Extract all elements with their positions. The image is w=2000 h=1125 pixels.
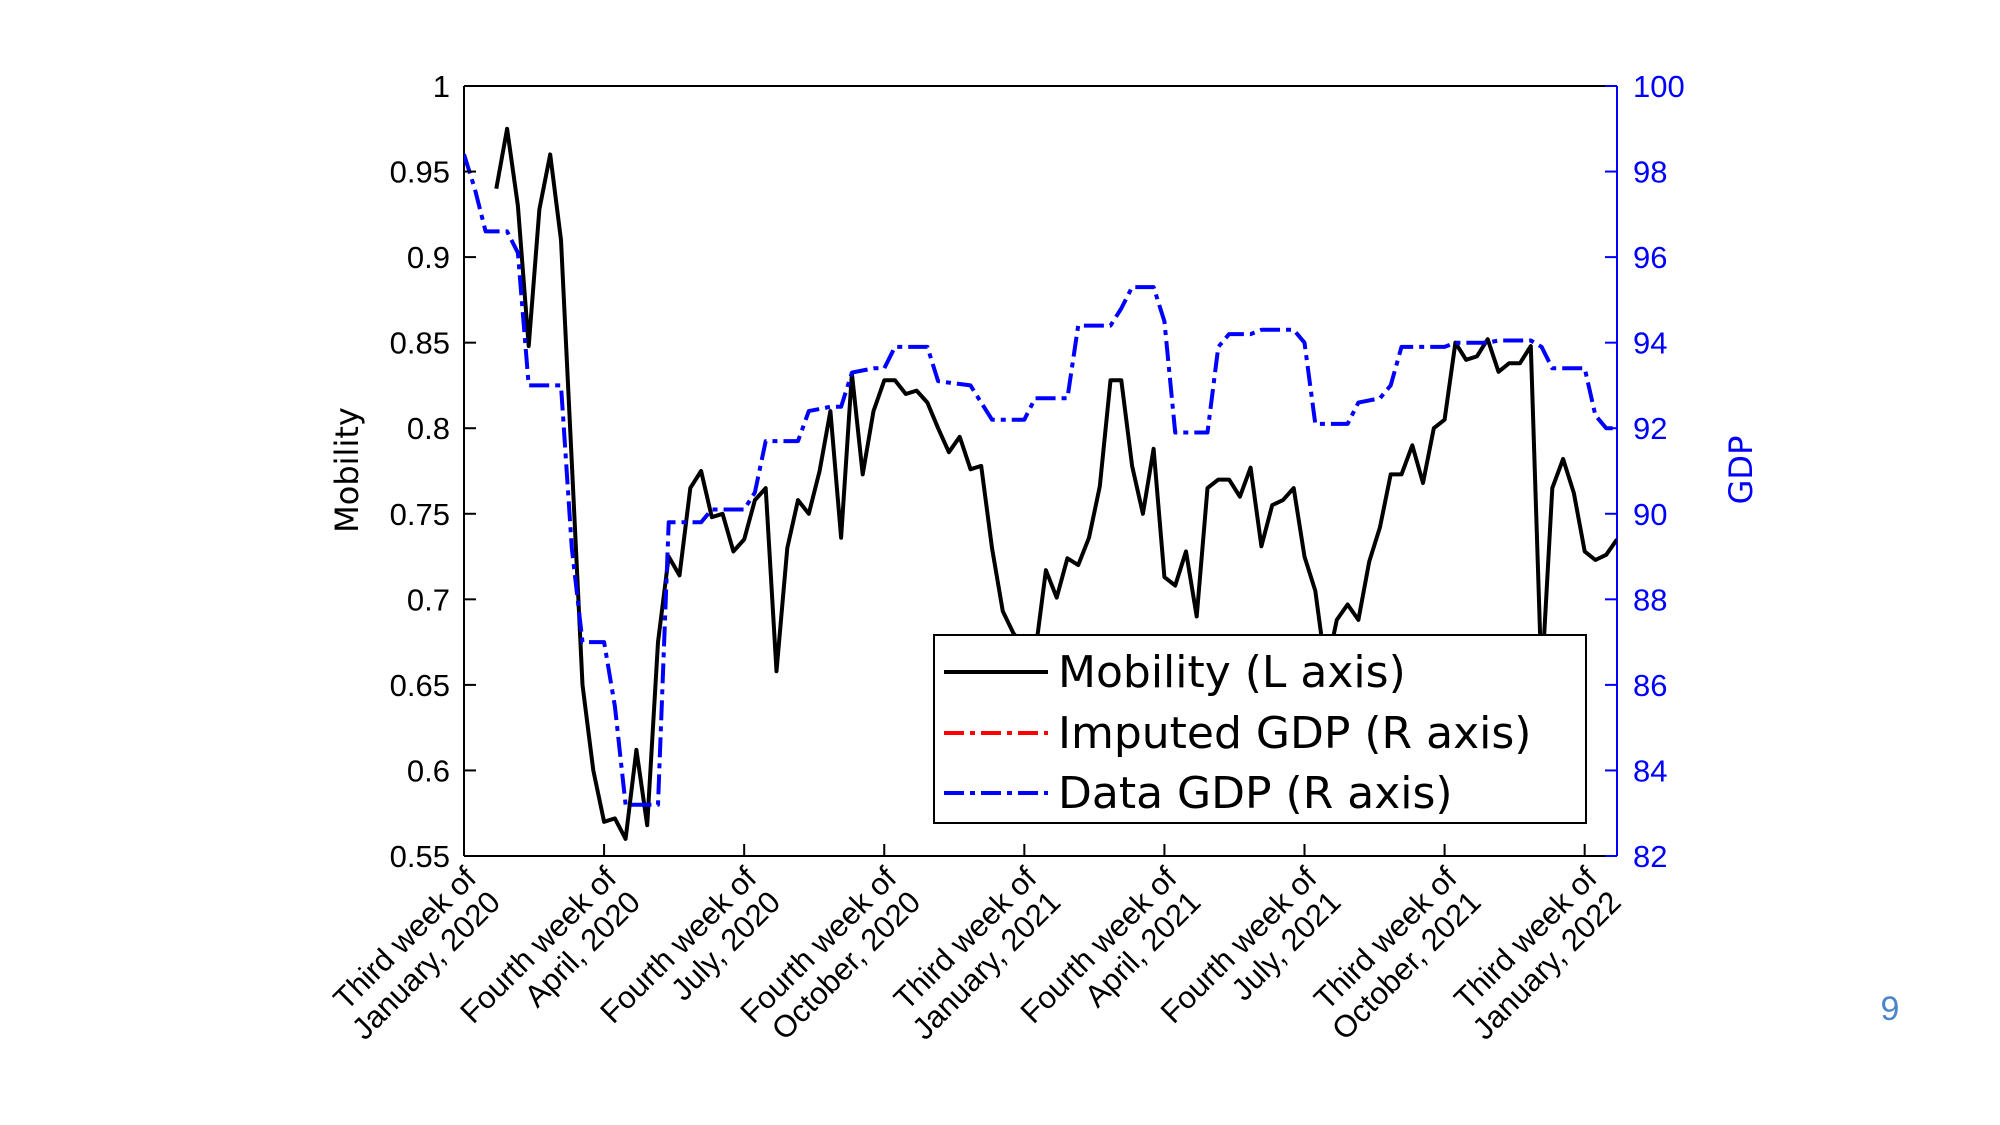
axes <box>463 85 1618 857</box>
y-left-tick-label: 0.8 <box>407 411 450 446</box>
y-left-tick-label: 0.85 <box>390 326 450 361</box>
legend-label-imputed-gdp: Imputed GDP (R axis) <box>1058 708 1531 759</box>
x-tick-label: Third week ofJanuary, 2022 <box>1442 860 1628 1046</box>
y-left-tick-label: 0.95 <box>390 155 450 190</box>
series-line-mobility-l-axis <box>494 126 1617 841</box>
series-layer <box>464 126 1617 841</box>
y-left-tick-label: 0.9 <box>407 240 450 275</box>
legend-box <box>933 634 1587 824</box>
legend-label-data-gdp: Data GDP (R axis) <box>1058 768 1453 819</box>
y-left-tick-label: 0.7 <box>407 582 450 617</box>
y-axis-left-label: Mobility <box>328 407 366 533</box>
y-right-tick-label: 86 <box>1633 668 1667 703</box>
y-right-tick-label: 90 <box>1633 497 1667 532</box>
y-right-tick-label: 100 <box>1633 69 1685 104</box>
y-left-tick-label: 1 <box>433 69 450 104</box>
y-right-tick-label: 92 <box>1633 411 1667 446</box>
y-right-tick-label: 98 <box>1633 155 1667 190</box>
axis-labels: Mobility GDP <box>328 407 1760 533</box>
series-line-data-gdp-r-axis <box>464 153 1617 807</box>
y-right-tick-label: 82 <box>1633 839 1667 874</box>
y-left-tick-label: 0.55 <box>390 839 450 874</box>
y-right-tick-label: 94 <box>1633 326 1667 361</box>
y-left-tick-label: 0.75 <box>390 497 450 532</box>
ticks-layer: 0.55 0.6 0.65 0.7 0.75 0.8 0.85 0.9 0.95 1 82 84 86 8… <box>327 69 1685 1047</box>
page-number: 9 <box>1880 990 1900 1028</box>
y-right-tick-label: 84 <box>1633 753 1667 788</box>
legend: Mobility (L axis) Imputed GDP (R axis) D… <box>933 634 1587 824</box>
legend-label-mobility: Mobility (L axis) <box>1058 647 1406 698</box>
y-right-tick-label: 88 <box>1633 582 1667 617</box>
x-tick-label: Third week ofOctober, 2021 <box>1301 860 1488 1047</box>
y-right-tick-label: 96 <box>1633 240 1667 275</box>
y-axis-right-label: GDP <box>1722 436 1760 505</box>
y-left-tick-label: 0.65 <box>390 668 450 703</box>
y-left-tick-label: 0.6 <box>407 753 450 788</box>
